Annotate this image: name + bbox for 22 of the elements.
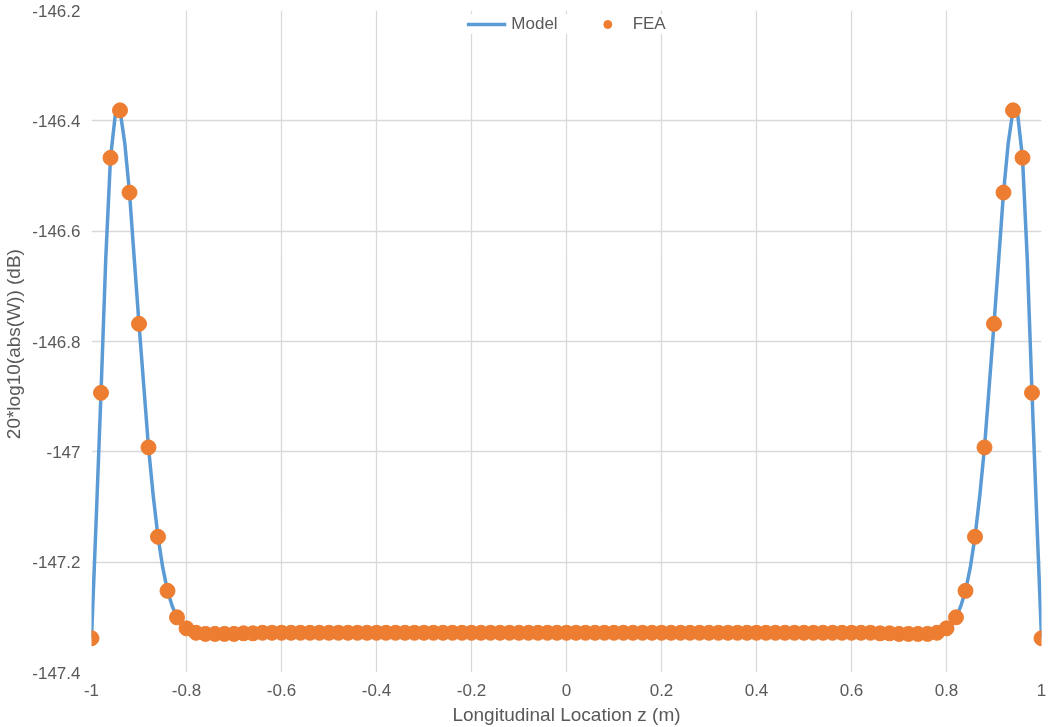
y-tick-label: -147.4: [32, 663, 81, 683]
x-tick-label: -0.2: [456, 680, 487, 700]
y-tick-label: -146.8: [32, 332, 81, 352]
x-tick-label: 0.8: [934, 680, 959, 700]
y-tick-label: -146.6: [32, 222, 81, 242]
x-tick-label: -0.8: [171, 680, 202, 700]
x-tick-label: 0: [561, 680, 572, 700]
y-tick-label: -146.2: [32, 1, 81, 21]
y-tick-label: -147.2: [32, 553, 81, 573]
x-tick-label: 0.2: [649, 680, 674, 700]
x-tick-label: -0.6: [266, 680, 297, 700]
x-tick-label: 0.4: [744, 680, 769, 700]
y-tick-label: -147: [46, 442, 81, 462]
x-tick-label: -0.4: [361, 680, 392, 700]
legend-label: FEA: [632, 14, 666, 34]
x-tick-label: 0.6: [839, 680, 864, 700]
y-tick-label: -146.4: [32, 111, 81, 131]
x-tick-label: -1: [83, 680, 100, 700]
x-tick-label: 1: [1036, 680, 1047, 700]
legend-label: Model: [511, 14, 558, 34]
y-axis-title: 20*log10(abs(W)) (dB): [3, 249, 25, 440]
x-axis-title: Longitudinal Location z (m): [452, 703, 681, 725]
